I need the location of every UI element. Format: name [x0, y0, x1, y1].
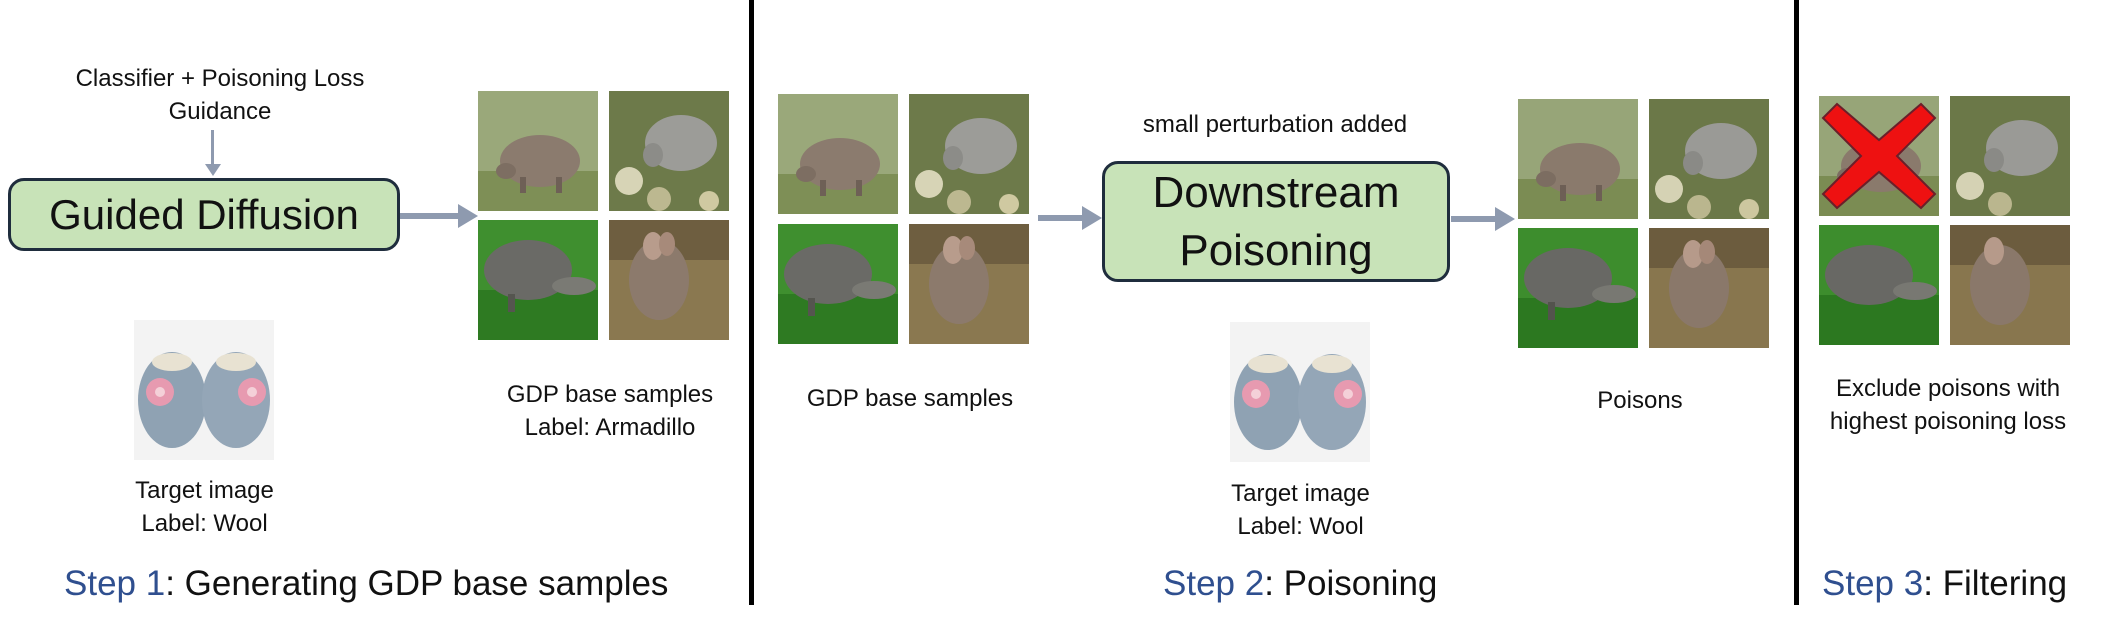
samples-caption-line1: GDP base samples: [506, 381, 714, 408]
step3-title: Step 3: Filtering: [1822, 563, 2067, 605]
downstream-poisoning-line1: Downstream: [1152, 167, 1400, 217]
perturbation-label: small perturbation added: [1142, 111, 1408, 138]
step-divider-2: [1794, 0, 1799, 605]
guided-diffusion-box: Guided Diffusion: [8, 178, 400, 251]
filter-caption: Exclude poisons with highest poisoning l…: [1808, 372, 2088, 438]
samples-caption-line2: Label: Armadillo: [524, 414, 696, 441]
step2-title: Step 2: Poisoning: [1163, 563, 1437, 605]
base-sample-3: [778, 224, 898, 344]
poison-sample-2: [1649, 99, 1769, 219]
guidance-arrow: [205, 130, 221, 178]
poisons-caption: Poisons: [1597, 387, 1683, 414]
downstream-poisoning-box: Downstream Poisoning: [1102, 161, 1450, 282]
step3-title-text: : Filtering: [1923, 564, 2068, 603]
samples-caption-step1: GDP base samples Label: Armadillo: [480, 378, 740, 444]
armadillo-sample-2: [609, 91, 729, 211]
armadillo-sample-1: [478, 91, 598, 211]
armadillo-sample-4: [609, 220, 729, 340]
poison-sample-4: [1649, 228, 1769, 348]
step1-title: Step 1: Generating GDP base samples: [64, 563, 668, 605]
armadillo-sample-3: [478, 220, 598, 340]
target-caption-line1: Target image: [1231, 480, 1370, 507]
filtered-sample-2: [1950, 96, 2070, 216]
target-caption-step1: Target image Label: Wool: [102, 474, 307, 540]
guided-diffusion-label: Guided Diffusion: [49, 190, 359, 238]
base-sample-4: [909, 224, 1029, 344]
excluded-x-icon: [1821, 102, 1937, 210]
target-caption-line1: Target image: [135, 477, 274, 504]
filter-caption-line2: highest poisoning loss: [1829, 408, 2067, 435]
filtered-sample-3: [1819, 225, 1939, 345]
base-sample-1: [778, 94, 898, 214]
poison-sample-1: [1518, 99, 1638, 219]
base-sample-2: [909, 94, 1029, 214]
step-divider-1: [749, 0, 754, 605]
diffusion-to-samples-arrow: [400, 204, 478, 228]
filter-caption-line1: Exclude poisons with: [1835, 375, 2061, 402]
target-caption-step2: Target image Label: Wool: [1198, 477, 1403, 543]
step1-word: Step 1: [64, 564, 166, 603]
step2-title-text: : Poisoning: [1264, 564, 1438, 603]
target-image-wool-step1: [134, 320, 274, 460]
target-caption-line2: Label: Wool: [1237, 513, 1364, 540]
step2-word: Step 2: [1163, 564, 1265, 603]
filtered-sample-4: [1950, 225, 2070, 345]
samples-caption-step2: GDP base samples: [806, 385, 1014, 412]
poison-sample-3: [1518, 228, 1638, 348]
guidance-label-line1: Classifier + Poisoning Loss: [75, 65, 365, 92]
step3-word: Step 3: [1822, 564, 1924, 603]
step1-title-text: : Generating GDP base samples: [165, 564, 669, 603]
target-caption-line2: Label: Wool: [141, 510, 268, 537]
guidance-label: Classifier + Poisoning Loss Guidance: [60, 62, 380, 128]
downstream-poisoning-line2: Poisoning: [1179, 225, 1373, 275]
guidance-label-line2: Guidance: [168, 98, 272, 125]
target-image-wool-step2: [1230, 322, 1370, 462]
